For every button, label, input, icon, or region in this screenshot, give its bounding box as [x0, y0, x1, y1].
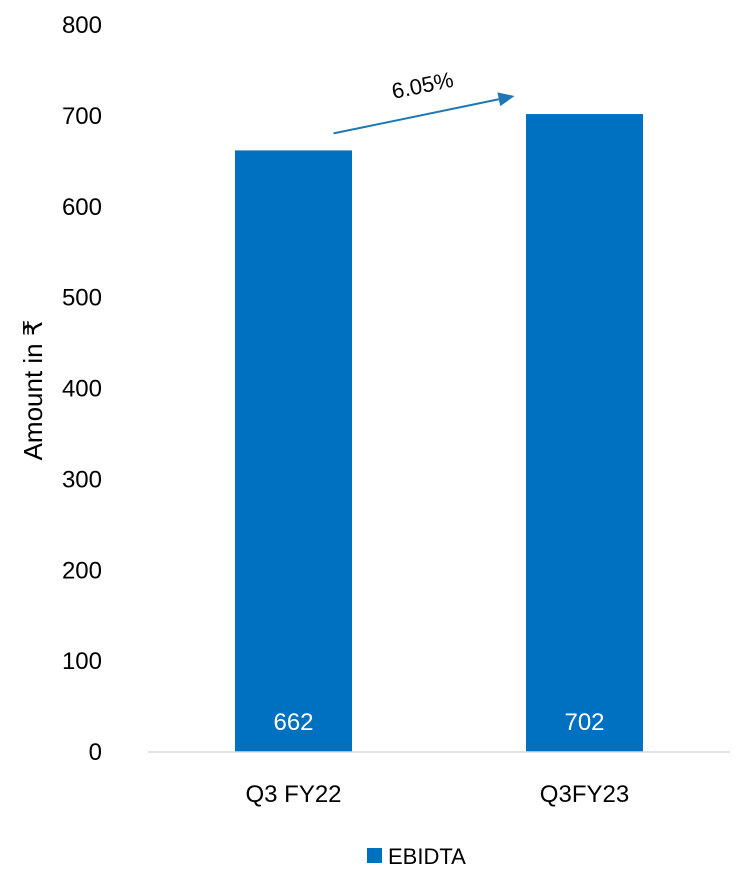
y-tick-label: 500 — [62, 285, 102, 312]
arrowhead-icon — [497, 92, 515, 107]
y-tick-label: 200 — [62, 557, 102, 584]
bars: 662 702 — [235, 114, 643, 753]
y-axis: 0 100 200 300 400 500 600 700 800 — [62, 12, 102, 766]
bar-data-label: 702 — [564, 709, 604, 736]
y-tick-label: 800 — [62, 12, 102, 39]
growth-annotation: 6.05% — [333, 67, 515, 135]
y-tick-label: 300 — [62, 466, 102, 493]
y-tick-label: 400 — [62, 376, 102, 403]
growth-percentage: 6.05% — [389, 67, 455, 104]
bar — [526, 114, 643, 753]
legend-label: EBIDTA — [388, 844, 466, 868]
legend: EBIDTA — [367, 844, 466, 869]
y-tick-label: 700 — [62, 103, 102, 130]
x-tick-label: Q3 FY22 — [245, 781, 341, 808]
bar — [235, 150, 352, 753]
x-tick-label: Q3FY23 — [540, 781, 629, 808]
y-tick-label: 100 — [62, 648, 102, 675]
y-tick-label: 0 — [89, 739, 102, 766]
y-tick-label: 600 — [62, 194, 102, 221]
x-axis: Q3 FY22 Q3FY23 — [245, 781, 629, 808]
y-axis-title: Amount in ₹ — [18, 320, 48, 461]
legend-swatch — [367, 848, 382, 863]
growth-arrow-icon — [333, 98, 500, 135]
bar-data-label: 662 — [273, 709, 313, 736]
